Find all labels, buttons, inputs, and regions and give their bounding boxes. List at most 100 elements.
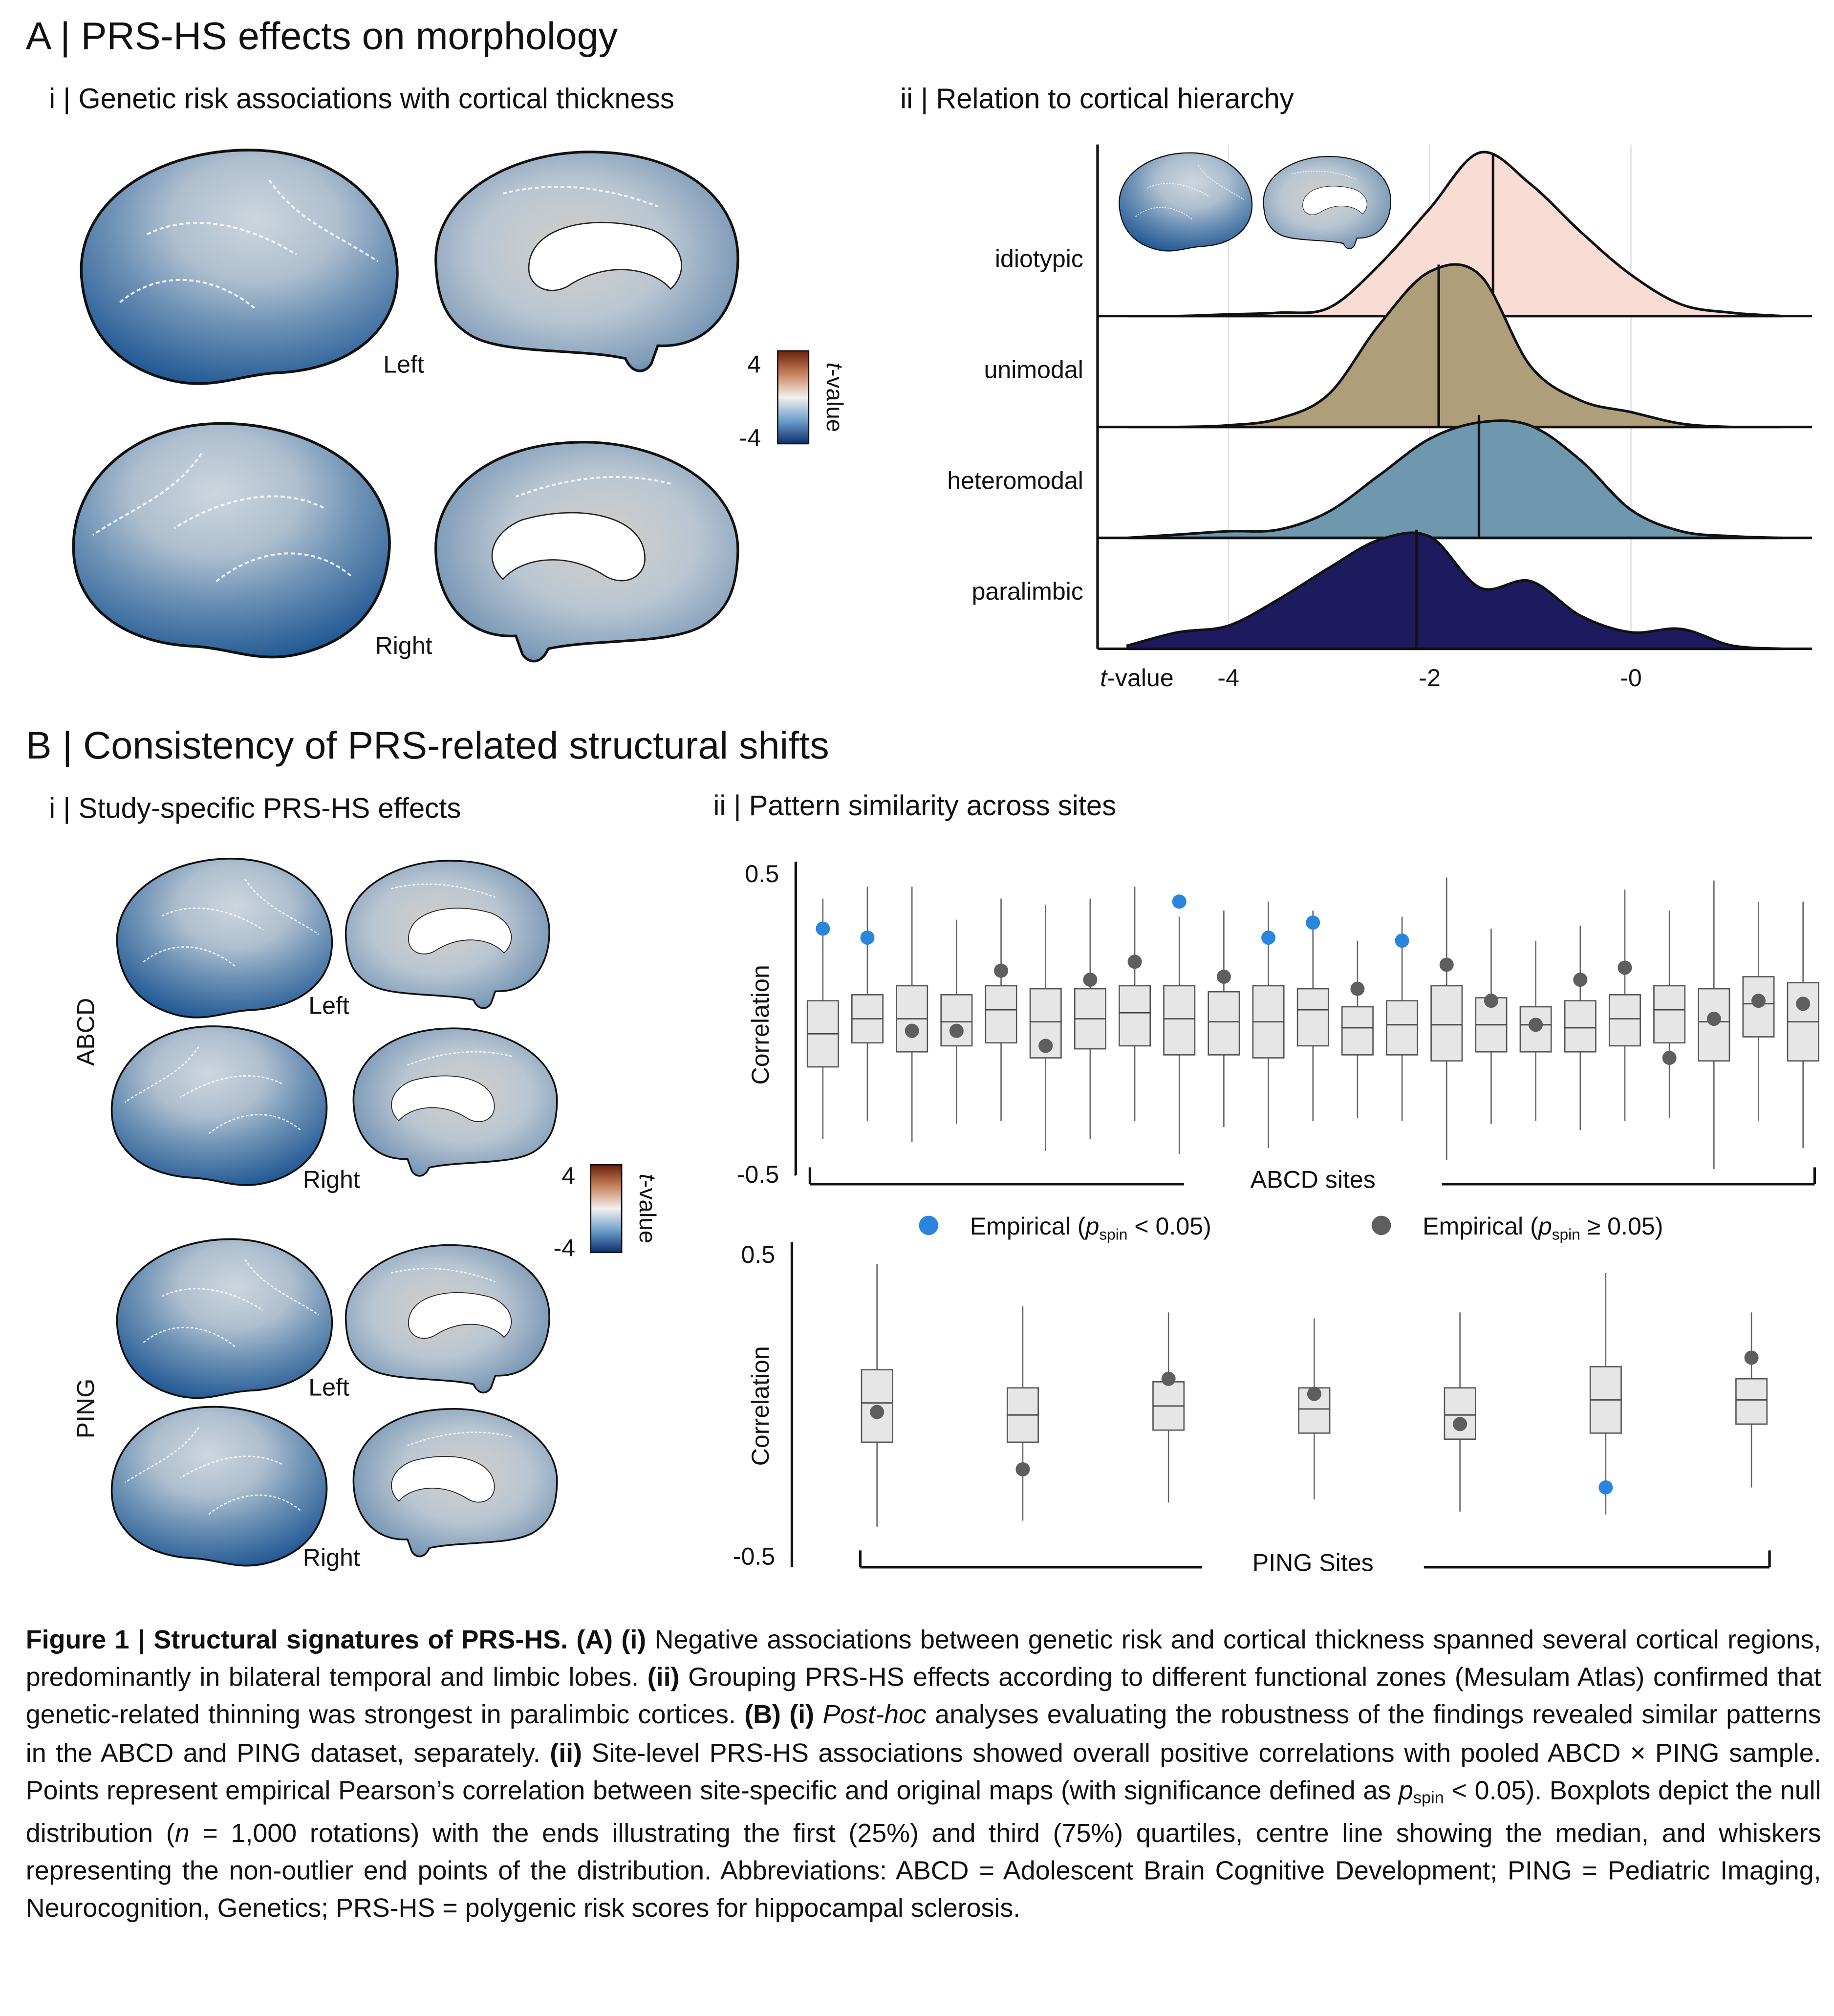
brain-right-lateral [73, 424, 389, 657]
text-part: spin [1099, 1225, 1127, 1243]
caption-run: spin [1413, 1787, 1444, 1807]
empirical-point [1261, 931, 1276, 945]
empirical-point [1744, 1350, 1759, 1365]
text-part: p [1084, 1213, 1099, 1240]
ridge-label: idiotypic [995, 245, 1083, 272]
box [1386, 1000, 1419, 1056]
box [1653, 985, 1686, 1044]
brain-left-lateral [81, 150, 397, 384]
caption-run: analyses evaluating the robustness of th… [25, 1702, 1821, 1768]
empirical-point [1453, 1417, 1467, 1431]
empirical-point [1172, 894, 1187, 909]
box [1742, 976, 1775, 1038]
empirical-point [1127, 954, 1142, 969]
density-ridge [1127, 419, 1782, 540]
empirical-point [1751, 994, 1766, 1008]
empirical-point [870, 1405, 885, 1419]
empirical-point [1529, 1018, 1543, 1032]
brain-ping-right-lateral [110, 1406, 328, 1567]
inset-brain-lateral [1119, 152, 1253, 252]
box [1296, 988, 1329, 1047]
caption-run: Site-level PRS-HS associations showed ov… [25, 1739, 1821, 1806]
text-part: Empirical ( [1423, 1213, 1538, 1240]
x-tick-label: -4 [1217, 664, 1239, 692]
text-part: -value [1107, 664, 1174, 692]
brain-abcd-right-lateral [110, 1025, 328, 1186]
empirical-point [1083, 973, 1098, 987]
x-axis-label: ABCD sites [1251, 1166, 1376, 1193]
ridge-label: unimodal [984, 356, 1083, 383]
x-axis-label: t-value [1100, 664, 1173, 692]
y-tick-label: 0.5 [745, 860, 779, 888]
empirical-point [1161, 1371, 1176, 1386]
colorbar-max: 4 [561, 1162, 575, 1190]
text-part: -value [634, 1180, 660, 1243]
box [1208, 991, 1240, 1056]
legend-label: Empirical (pspin ≥ 0.05) [1423, 1213, 1663, 1243]
caption-run: < 0.05). Boxplots depict the null distri… [25, 1777, 1821, 1849]
empirical-point [1598, 1480, 1613, 1495]
empirical-point [1796, 997, 1811, 1011]
caption-run: (ii) [550, 1739, 583, 1768]
empirical-point [1706, 1012, 1721, 1026]
colorbar-min: -4 [554, 1235, 576, 1262]
caption-run: Grouping PRS-HS effects according to dif… [25, 1664, 1821, 1731]
density-ridge [1126, 531, 1782, 650]
dataset-label: ABCD [72, 998, 100, 1066]
box [1608, 994, 1641, 1047]
panel-b-subtitle: i | Study-specific PRS-HS effects [49, 792, 461, 824]
empirical-point [1439, 957, 1454, 972]
box [1341, 1006, 1374, 1056]
inset-brain-medial [1263, 155, 1392, 249]
box [1430, 985, 1463, 1062]
legend-marker [1371, 1215, 1391, 1236]
dataset-label: PING [72, 1379, 100, 1439]
panel-b-subtitle: ii | Pattern similarity across sites [713, 790, 1116, 822]
text-part: t [1100, 664, 1108, 692]
brain-ping-right-medial [352, 1408, 558, 1558]
empirical-point [1662, 1051, 1677, 1065]
brain-ping-left-medial [345, 1244, 550, 1394]
empirical-point [949, 1023, 964, 1038]
text-part: t [634, 1174, 660, 1181]
text-part: spin [1552, 1225, 1580, 1243]
hemisphere-label: Right [303, 1166, 360, 1193]
caption: Figure 1 | Structural signatures of PRS-… [26, 1623, 1821, 1929]
hemisphere-label: Left [383, 351, 424, 378]
text-part: p [1537, 1213, 1552, 1240]
caption-run: n [174, 1820, 190, 1849]
caption-run: (ii) [647, 1664, 680, 1693]
brain-right-medial [436, 442, 738, 661]
brain-ping-left-lateral [116, 1238, 333, 1399]
y-axis-label: Correlation [747, 965, 774, 1084]
text-part: Empirical ( [970, 1213, 1086, 1240]
colorbar-label: t-value [821, 363, 847, 433]
figure-graphics: A | PRS-HS effects on morphology i | Gen… [26, 14, 1819, 1577]
colorbar-max: 4 [747, 351, 761, 378]
brain-left-medial [436, 152, 738, 371]
box [1564, 1000, 1597, 1053]
brain-abcd-right-medial [352, 1027, 558, 1177]
colorbar-min: -4 [739, 424, 761, 452]
legend-marker [919, 1215, 939, 1236]
caption-run: p [1398, 1777, 1413, 1806]
panel-a-subtitle: i | Genetic risk associations with corti… [49, 83, 674, 115]
charts: -4 -2 -0t-valueidiotypicunimodalheteromoda… [733, 144, 1819, 1577]
empirical-point [994, 963, 1009, 978]
legend-label: Empirical (pspin < 0.05) [970, 1213, 1211, 1243]
empirical-point [905, 1023, 919, 1038]
box [1735, 1378, 1768, 1425]
ridge-label: heteromodal [947, 467, 1083, 494]
box [940, 994, 973, 1047]
brain-abcd-left-medial [345, 860, 550, 1009]
box [1163, 985, 1196, 1056]
empirical-point [1395, 933, 1409, 948]
empirical-point [1216, 969, 1231, 984]
box [1119, 985, 1151, 1047]
y-tick-label: 0.5 [741, 1241, 775, 1268]
text-part: < 0.05) [1127, 1213, 1211, 1240]
empirical-point [1618, 960, 1632, 975]
colorbar-label: t-value [634, 1174, 660, 1244]
